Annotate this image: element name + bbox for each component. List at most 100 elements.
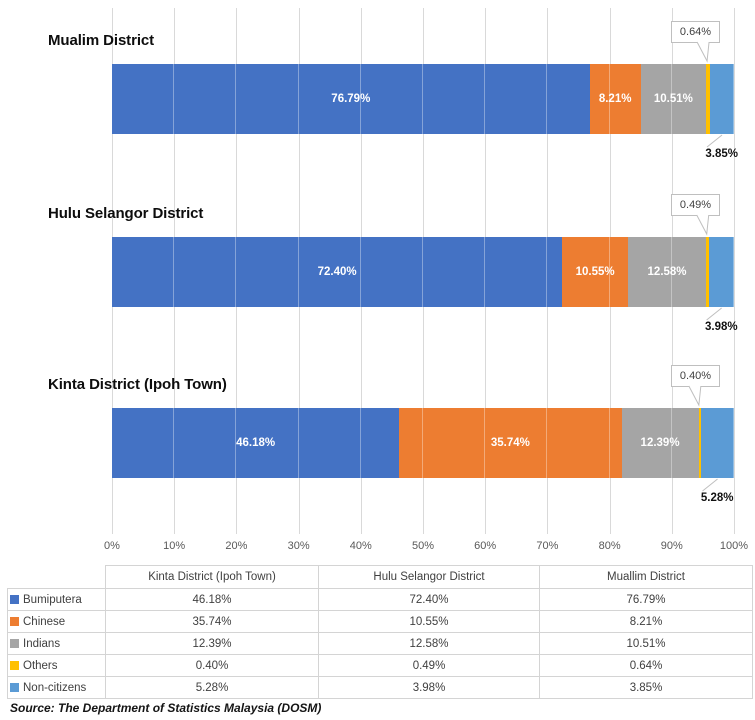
- table-value-cell: 72.40%: [318, 588, 540, 611]
- bar-segment-label: 12.58%: [647, 266, 687, 278]
- callout-label: 0.49%: [671, 194, 720, 216]
- x-axis-tick-label: 60%: [474, 540, 497, 552]
- gridline-overlay: [546, 64, 548, 134]
- legend-label: Chinese: [23, 615, 66, 628]
- category-title: Hulu Selangor District: [48, 205, 204, 222]
- x-axis-tick-label: 0%: [104, 540, 120, 552]
- table-value-cell: 3.85%: [539, 676, 753, 699]
- gridline-overlay: [359, 408, 361, 478]
- table-header-cell: Hulu Selangor District: [318, 565, 540, 589]
- below-bar-label: 3.85%: [705, 148, 739, 160]
- gridline-overlay: [733, 408, 734, 478]
- gridline-overlay: [546, 408, 548, 478]
- table-value-cell: 12.39%: [105, 632, 319, 655]
- table-value-cell: 8.21%: [539, 610, 753, 633]
- bar-segment-chinese: 35.74%: [399, 408, 622, 478]
- gridline-overlay: [422, 408, 423, 478]
- gridline-overlay: [422, 237, 423, 307]
- table-value-cell: 0.64%: [539, 654, 753, 677]
- category-title: Kinta District (Ipoh Town): [48, 376, 227, 393]
- gridline-overlay: [670, 237, 672, 307]
- table-row: Non-citizens 5.28% 3.98% 3.85%: [7, 676, 753, 699]
- x-axis-tick-label: 40%: [349, 540, 372, 552]
- gridline-overlay: [359, 237, 361, 307]
- bar-segment-indians: 12.58%: [627, 237, 707, 307]
- bar-segment-label: 10.55%: [575, 266, 615, 278]
- callout-label: 0.64%: [671, 21, 720, 43]
- bar-segment-label: 46.18%: [236, 437, 276, 449]
- table-row: Bumiputera 46.18% 72.40% 76.79%: [7, 588, 753, 611]
- table-value-cell: 10.51%: [539, 632, 753, 655]
- legend-cell: Chinese: [7, 610, 106, 633]
- callout-pointer: [688, 385, 702, 407]
- legend-key-icon: [10, 594, 19, 604]
- table-row: Chinese 35.74% 10.55% 8.21%: [7, 610, 753, 633]
- bar-segment-bumiputera: 76.79%: [112, 64, 590, 134]
- data-table-wrap: Kinta District (Ipoh Town) Hulu Selangor …: [7, 565, 753, 699]
- legend-label: Bumiputera: [23, 593, 82, 606]
- gridline-overlay: [484, 408, 486, 478]
- gridline-overlay: [297, 64, 299, 134]
- bar-segment-non-citizens: [701, 408, 734, 478]
- bar-segment-label: 10.51%: [653, 93, 693, 105]
- table-value-cell: 3.98%: [318, 676, 540, 699]
- gridline-overlay: [484, 237, 486, 307]
- bar-segment-label: 72.40%: [317, 266, 357, 278]
- callout-pointer: [696, 214, 710, 236]
- gridline-overlay: [484, 64, 486, 134]
- table-row: Indians 12.39% 12.58% 10.51%: [7, 632, 753, 655]
- bar-row: 46.18% 35.74% 12.39%: [112, 408, 734, 478]
- leader-line: [702, 478, 718, 492]
- legend-cell: Bumiputera: [7, 588, 106, 611]
- gridline-overlay: [546, 237, 548, 307]
- gridline-overlay: [297, 237, 299, 307]
- bar-segment-label: 12.39%: [640, 437, 680, 449]
- callout-pointer: [696, 41, 710, 63]
- legend-label: Non-citizens: [23, 681, 87, 694]
- category-title: Mualim District: [48, 32, 155, 49]
- bar-segment-indians: 10.51%: [640, 64, 707, 134]
- table-value-cell: 76.79%: [539, 588, 753, 611]
- legend-key-icon: [10, 616, 19, 626]
- table-value-cell: 12.58%: [318, 632, 540, 655]
- leader-line: [706, 134, 723, 148]
- stacked-bar-chart: Mualim District 0.64% 3.85% 76.79% 8.21% 10.5…: [48, 8, 749, 552]
- table-value-cell: 0.40%: [105, 654, 319, 677]
- x-axis-tick-label: 90%: [660, 540, 683, 552]
- gridline-overlay: [359, 64, 361, 134]
- bar-row: 72.40% 10.55% 12.58%: [112, 237, 734, 307]
- bar-segment-non-citizens: [709, 237, 734, 307]
- table-corner-blank-cell: [7, 565, 106, 589]
- x-axis-tick-label: 80%: [598, 540, 621, 552]
- gridline-overlay: [608, 237, 610, 307]
- legend-key-icon: [10, 660, 19, 670]
- legend-cell: Indians: [7, 632, 106, 655]
- gridline-overlay: [173, 408, 175, 478]
- table-value-cell: 5.28%: [105, 676, 319, 699]
- gridline-overlay: [670, 64, 672, 134]
- bar-row: 76.79% 8.21% 10.51%: [112, 64, 734, 134]
- gridline-overlay: [235, 408, 237, 478]
- below-bar-label: 3.98%: [705, 321, 738, 333]
- legend-label: Indians: [23, 637, 61, 650]
- x-axis-tick-label: 10%: [163, 540, 186, 552]
- gridline-overlay: [235, 237, 237, 307]
- gridline-overlay: [173, 64, 175, 134]
- table-value-cell: 46.18%: [105, 588, 319, 611]
- data-table: Kinta District (Ipoh Town) Hulu Selangor …: [7, 565, 753, 699]
- x-axis-tick-label: 50%: [411, 540, 435, 552]
- bar-segment-chinese: 10.55%: [562, 237, 628, 307]
- gridline-overlay: [608, 64, 610, 134]
- bar-segment-others: [706, 64, 711, 134]
- bar-segment-label: 8.21%: [598, 93, 632, 105]
- bar-segment-bumiputera: 46.18%: [112, 408, 400, 478]
- table-value-cell: 35.74%: [105, 610, 319, 633]
- gridline-overlay: [733, 237, 734, 307]
- x-axis-tick-label: 20%: [225, 540, 248, 552]
- x-axis-tick-label: 30%: [287, 540, 310, 552]
- gridline-overlay: [733, 64, 734, 134]
- bar-segment-others: [698, 408, 702, 478]
- gridline-overlay: [235, 64, 237, 134]
- bar-segment-non-citizens: [710, 64, 734, 134]
- source-note: Source: The Department of Statistics Mal…: [10, 701, 322, 715]
